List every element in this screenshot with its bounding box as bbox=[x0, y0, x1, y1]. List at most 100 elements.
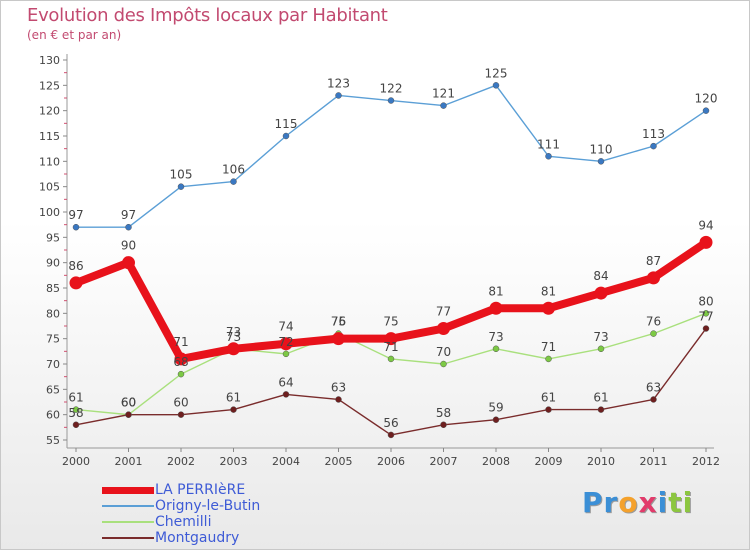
y-tick-label: 115 bbox=[39, 130, 60, 143]
y-tick-label: 120 bbox=[39, 105, 60, 118]
data-point bbox=[650, 330, 657, 337]
data-label: 81 bbox=[488, 284, 503, 298]
data-label: 73 bbox=[226, 325, 241, 339]
data-label: 73 bbox=[593, 330, 608, 344]
data-point bbox=[282, 391, 290, 398]
data-point bbox=[72, 406, 80, 413]
data-label: 68 bbox=[173, 355, 188, 369]
data-label: 72 bbox=[278, 335, 293, 349]
data-point bbox=[440, 102, 447, 109]
data-label: 97 bbox=[121, 208, 136, 222]
data-point bbox=[72, 223, 80, 231]
data-point bbox=[69, 276, 83, 290]
data-label: 120 bbox=[695, 92, 718, 106]
data-label: 111 bbox=[537, 137, 560, 151]
data-point bbox=[332, 332, 345, 346]
data-label: 71 bbox=[173, 335, 188, 349]
data-label: 106 bbox=[222, 163, 245, 177]
data-label: 59 bbox=[488, 401, 503, 415]
y-tick-label: 75 bbox=[46, 333, 60, 346]
data-point bbox=[122, 256, 135, 270]
data-label: 73 bbox=[488, 330, 503, 344]
data-point bbox=[542, 301, 555, 315]
logo-part: x bbox=[638, 486, 658, 519]
data-label: 60 bbox=[121, 396, 136, 410]
y-tick-label: 130 bbox=[39, 54, 60, 67]
legend-swatch bbox=[102, 486, 154, 494]
data-label: 113 bbox=[642, 127, 665, 141]
data-point bbox=[177, 183, 185, 190]
legend-label: Origny-le-Butin bbox=[155, 498, 261, 514]
y-tick-label: 105 bbox=[39, 181, 60, 194]
x-tick-label: 2007 bbox=[430, 455, 458, 468]
y-tick-label: 85 bbox=[46, 282, 60, 295]
data-label: 58 bbox=[436, 406, 451, 420]
data-label: 75 bbox=[331, 315, 346, 329]
x-tick-label: 2001 bbox=[115, 455, 143, 468]
data-point bbox=[545, 355, 552, 363]
x-tick-label: 2004 bbox=[272, 455, 300, 468]
data-point bbox=[227, 342, 240, 356]
legend-item-chemilli: Chemilli bbox=[102, 514, 260, 530]
data-label: 87 bbox=[646, 254, 661, 268]
x-tick-label: 2009 bbox=[535, 455, 563, 468]
data-label: 76 bbox=[331, 315, 346, 329]
y-tick-label: 60 bbox=[46, 409, 60, 422]
legend-swatch bbox=[102, 505, 154, 507]
data-point bbox=[282, 350, 290, 358]
data-point bbox=[384, 332, 398, 346]
y-tick-label: 65 bbox=[46, 383, 60, 396]
legend-label: LA PERRIèRE bbox=[155, 482, 246, 498]
legend-item-la-perriere: LA PERRIèRE bbox=[102, 482, 260, 498]
legend-item-origny-le-butin: Origny-le-Butin bbox=[102, 498, 260, 514]
data-point bbox=[72, 421, 80, 429]
data-labels: 97 97 105 106 115 123 122 121 125 111 110 113 120 61 6… bbox=[68, 66, 717, 430]
data-point bbox=[177, 411, 185, 418]
data-label: 64 bbox=[278, 375, 293, 389]
data-point bbox=[177, 370, 185, 378]
data-point bbox=[597, 158, 605, 165]
data-point bbox=[437, 322, 450, 336]
data-label: 125 bbox=[485, 66, 508, 80]
data-label: 71 bbox=[541, 340, 556, 354]
legend-swatch bbox=[102, 537, 154, 539]
data-point bbox=[647, 271, 660, 285]
data-label: 105 bbox=[170, 168, 193, 182]
logo-part: i bbox=[657, 486, 669, 519]
x-tick-label: 2012 bbox=[692, 455, 720, 468]
data-point bbox=[282, 132, 290, 140]
x-tick-label: 2002 bbox=[167, 455, 195, 468]
data-point bbox=[125, 411, 132, 418]
data-label: 84 bbox=[593, 269, 608, 283]
data-point bbox=[489, 301, 503, 315]
data-label: 73 bbox=[226, 330, 241, 344]
y-tick-label: 110 bbox=[39, 155, 60, 168]
y-tick-label: 100 bbox=[39, 206, 60, 219]
y-tick-label: 95 bbox=[46, 231, 60, 244]
data-point bbox=[230, 406, 237, 413]
data-label: 61 bbox=[68, 391, 83, 405]
x-tick-label: 2010 bbox=[587, 455, 615, 468]
data-point bbox=[387, 355, 395, 363]
data-point bbox=[545, 153, 552, 160]
data-point bbox=[174, 352, 188, 366]
data-label: 63 bbox=[646, 380, 661, 394]
chart-legend: LA PERRIèRE Origny-le-Butin Chemilli Mon… bbox=[102, 482, 260, 546]
data-point bbox=[702, 325, 710, 332]
data-label: 86 bbox=[68, 259, 83, 273]
data-point bbox=[492, 416, 500, 423]
data-point bbox=[699, 235, 713, 249]
data-point bbox=[387, 431, 395, 439]
data-point bbox=[125, 223, 132, 231]
data-label: 61 bbox=[226, 391, 241, 405]
data-label: 77 bbox=[698, 310, 713, 324]
data-point bbox=[545, 406, 552, 413]
data-label: 110 bbox=[590, 142, 613, 156]
chart-title: Evolution des Impôts locaux par Habitant bbox=[27, 5, 388, 26]
data-label: 63 bbox=[331, 380, 346, 394]
data-label: 76 bbox=[646, 315, 661, 329]
chart-axes: 55 60 65 70 75 80 85 90 95 100 105 110 115 120 125 130 2… bbox=[39, 54, 720, 468]
x-tick-label: 2003 bbox=[220, 455, 248, 468]
